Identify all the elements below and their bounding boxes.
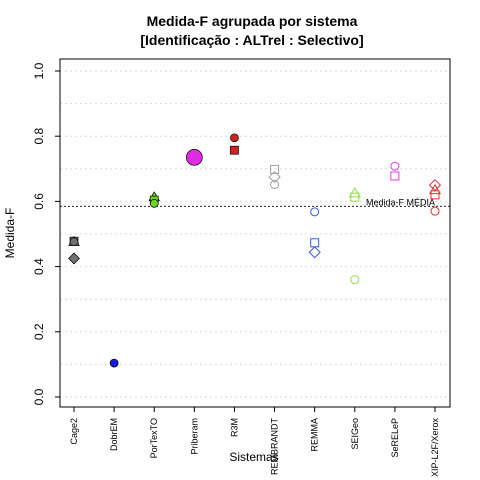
x-tick-label: REMMA <box>310 418 320 452</box>
x-tick-label: Priberam <box>189 418 199 455</box>
data-point-diamond <box>308 246 321 259</box>
data-point-diamond <box>68 252 80 265</box>
x-tick-label: R3M <box>229 418 239 437</box>
data-point-square <box>230 145 239 155</box>
y-tick-label: 0.2 <box>32 323 46 340</box>
x-axis: Cage2 DobrEM PorTexTO Priberam R3M REMBRANDT R… <box>69 407 440 477</box>
x-tick-label: PorTexTO <box>149 418 159 458</box>
x-tick-label: DobrEM <box>109 418 119 451</box>
data-point-square <box>270 164 280 174</box>
x-tick-label: SEIGeo <box>350 418 360 450</box>
reference-line-group: Medida-F MÉDIA <box>60 197 450 207</box>
y-tick-label: 0.4 <box>32 258 46 275</box>
data-point-circle <box>350 275 360 285</box>
chart-title: Medida-F agrupada por sistema <box>147 13 358 29</box>
y-tick-label: 0.8 <box>32 128 46 145</box>
x-axis-label: Sistemas <box>229 450 278 464</box>
data-point-circle <box>270 179 280 189</box>
data-point-circle <box>149 199 159 208</box>
y-axis-label: Medida-F <box>3 208 17 259</box>
data-point-circle <box>390 161 400 171</box>
data-point-square <box>430 190 440 200</box>
y-axis: 0.0 0.2 0.4 0.6 0.8 1.0 <box>32 62 60 405</box>
y-tick-label: 0.6 <box>32 193 46 210</box>
data-point-circle <box>109 358 119 368</box>
data-point-circle <box>69 237 79 247</box>
chart-subtitle: [Identificação : ALTrel : Selectivo] <box>140 32 363 48</box>
x-tick-label: SeRELeP <box>390 418 400 458</box>
data-point-triangle <box>348 187 361 198</box>
data-point-circle <box>185 149 203 166</box>
data-point-diamond <box>268 170 281 184</box>
y-tick-label: 0.0 <box>32 388 46 405</box>
data-points <box>68 133 442 368</box>
data-point-circle <box>230 133 239 143</box>
data-point-circle <box>430 206 440 216</box>
x-tick-label: REMBRANDT <box>270 418 280 476</box>
grid-lines <box>60 70 450 398</box>
data-point-square <box>310 238 320 248</box>
data-point-triangle <box>428 183 442 195</box>
y-tick-label: 1.0 <box>32 62 46 79</box>
data-point-circle <box>310 207 320 217</box>
plot-frame <box>59 58 451 408</box>
reference-line-label: Medida-F MÉDIA <box>366 197 435 207</box>
x-tick-label: XIP-L2F/Xerox <box>430 418 440 478</box>
data-point-square <box>350 192 360 202</box>
x-tick-label: Cage2 <box>69 418 79 445</box>
data-point-square <box>390 171 400 181</box>
